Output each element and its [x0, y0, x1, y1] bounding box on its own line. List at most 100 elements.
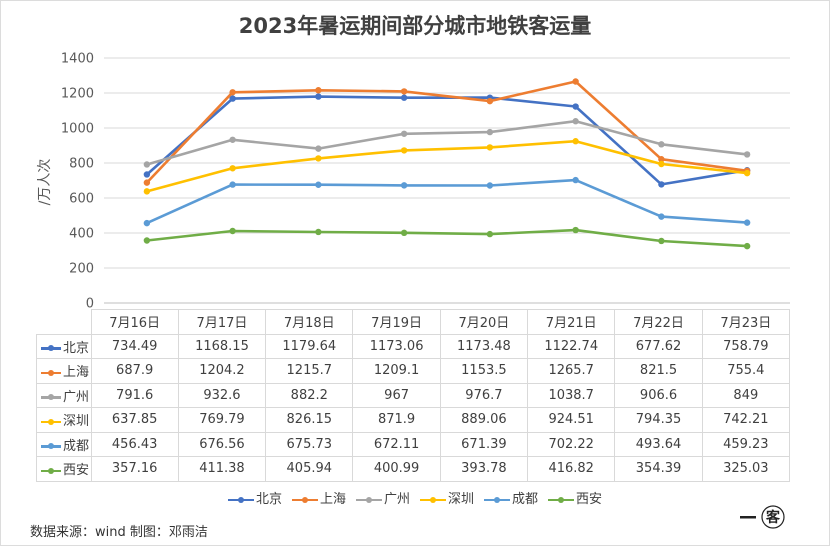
logo-circle	[761, 505, 785, 529]
data-label: 671.39	[439, 431, 529, 457]
data-label: 889.06	[439, 407, 529, 433]
series-marker-icon	[548, 495, 575, 505]
series-marker-icon	[420, 495, 446, 505]
data-point	[486, 230, 494, 238]
table-corner	[36, 309, 92, 335]
series-marker-icon	[41, 392, 61, 402]
data-point	[400, 94, 408, 101]
series-marker-icon	[41, 441, 61, 451]
legend-item: 广州	[355, 488, 410, 507]
y-tick-label: 0	[86, 297, 94, 312]
data-label: 493.64	[614, 431, 703, 457]
data-point	[658, 141, 665, 148]
data-label: 871.9	[352, 407, 441, 433]
legend-label: 成都	[512, 492, 539, 507]
legend: 北京 上海 广州 深圳 成都 西安	[0, 488, 830, 507]
data-point	[572, 118, 579, 125]
data-label: 677.62	[614, 333, 703, 359]
data-label: 1122.74	[527, 333, 616, 359]
series-marker-icon	[41, 466, 61, 476]
logo-glyph: 客	[765, 509, 781, 526]
category-label: 7月21日	[527, 309, 616, 335]
data-point	[143, 161, 151, 168]
category-label: 7月23日	[701, 309, 791, 335]
category-label: 7月18日	[265, 309, 354, 335]
category-label: 7月16日	[90, 309, 179, 335]
data-point	[400, 182, 408, 189]
data-point	[572, 78, 579, 85]
table-row: 西安 357.16 411.38 405.94 400.99 393.78 416.82 35…	[36, 456, 791, 482]
data-label: 456.43	[90, 431, 179, 457]
data-point	[572, 176, 579, 184]
data-label: 1168.15	[177, 333, 267, 359]
y-tick-label: 400	[69, 227, 94, 242]
data-point	[658, 156, 665, 163]
data-point	[658, 160, 665, 168]
data-label: 794.35	[614, 407, 703, 433]
series-name: 上海	[63, 365, 90, 381]
category-label: 7月22日	[614, 309, 703, 335]
y-tick-label: 800	[69, 157, 94, 172]
data-label: 1204.2	[177, 358, 267, 384]
data-point	[315, 93, 322, 100]
table-row: 上海 687.9 1204.2 1215.7 1209.1 1153.5 1265.7 821…	[36, 358, 791, 384]
logo-dash	[740, 516, 756, 519]
data-table: 7月16日 7月17日 7月18日 7月19日 7月20日 7月21日 7月22日 7月23日…	[36, 309, 791, 482]
data-point	[572, 226, 579, 234]
legend-item: 北京	[227, 488, 282, 507]
y-tick-label: 1400	[61, 52, 94, 67]
data-label: 967	[352, 382, 441, 408]
data-point	[743, 169, 751, 177]
data-label: 755.4	[701, 358, 791, 384]
data-label: 405.94	[265, 456, 354, 482]
data-label: 1153.5	[439, 358, 529, 384]
data-label: 325.03	[701, 456, 791, 482]
data-label: 769.79	[177, 407, 267, 433]
y-tick-label: 1200	[61, 87, 94, 102]
data-label: 672.11	[352, 431, 441, 457]
gridlines	[104, 57, 790, 304]
data-label: 734.49	[90, 333, 179, 359]
series-line	[146, 228, 748, 248]
series-name-cell: 上海	[36, 358, 92, 384]
data-point	[743, 242, 751, 250]
series-name-cell: 西安	[36, 456, 92, 482]
series-lines	[143, 78, 751, 250]
table-row: 北京 734.49 1168.15 1179.64 1173.06 1173.48 1122…	[36, 333, 791, 359]
data-label: 976.7	[439, 382, 529, 408]
data-point	[315, 87, 322, 94]
data-point	[572, 138, 579, 145]
data-label: 393.78	[439, 456, 529, 482]
data-label: 1209.1	[352, 358, 441, 384]
series-上海	[143, 78, 751, 186]
data-label: 459.23	[701, 431, 791, 457]
data-label: 400.99	[352, 456, 441, 482]
data-point	[486, 97, 494, 105]
series-line	[146, 119, 748, 166]
data-point	[486, 128, 494, 136]
data-label: 416.82	[527, 456, 616, 482]
data-point	[315, 155, 322, 162]
category-label: 7月20日	[439, 309, 529, 335]
data-point	[143, 179, 151, 186]
series-marker-icon	[291, 495, 318, 505]
data-point	[315, 145, 322, 152]
legend-item: 西安	[548, 488, 602, 507]
series-marker-icon	[41, 343, 61, 353]
series-name: 深圳	[63, 414, 90, 430]
data-point	[143, 188, 151, 195]
y-tick-labels: 0 200 400 600 800 1000 1200 1400	[61, 52, 94, 312]
legend-label: 北京	[255, 492, 282, 507]
series-name-cell: 成都	[36, 431, 92, 457]
data-point	[315, 181, 322, 188]
y-axis-label: /万人次	[37, 159, 53, 206]
data-point	[143, 237, 151, 244]
data-point	[315, 228, 322, 236]
legend-label: 上海	[319, 492, 346, 507]
series-name-cell: 深圳	[36, 407, 92, 433]
data-point	[229, 95, 236, 102]
data-point	[229, 165, 236, 172]
series-西安	[143, 226, 751, 250]
data-label: 1179.64	[265, 333, 354, 359]
